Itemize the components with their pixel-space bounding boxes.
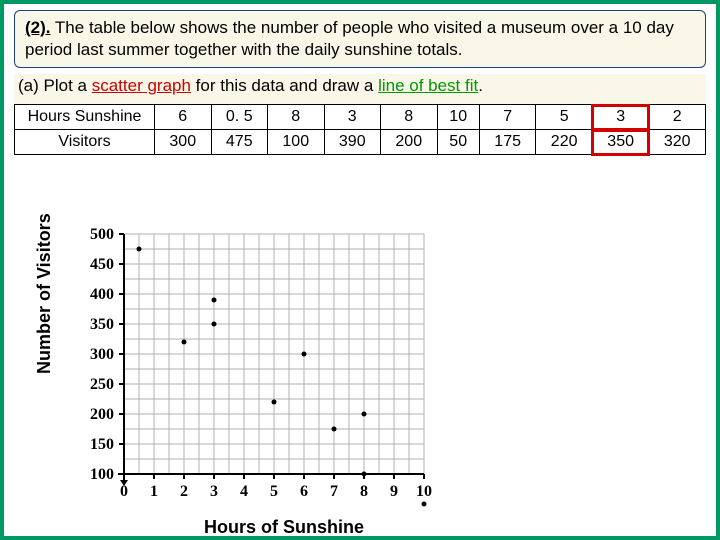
svg-text:4: 4 <box>240 483 248 500</box>
instruction-t2: for this data and draw a <box>191 76 378 95</box>
scatter-point <box>272 400 277 405</box>
svg-text:5: 5 <box>270 483 278 500</box>
svg-text:7: 7 <box>330 483 338 500</box>
table-cell: 5 <box>536 105 593 130</box>
svg-text:3: 3 <box>210 483 218 500</box>
svg-text:9: 9 <box>390 483 398 500</box>
question-box: (2). The table below shows the number of… <box>14 10 706 68</box>
line-of-best-fit-word: line of best fit <box>378 76 478 95</box>
svg-text:200: 200 <box>90 406 114 423</box>
table-cell: 475 <box>211 130 268 155</box>
table-cell: 50 <box>437 130 479 155</box>
svg-text:0: 0 <box>120 483 128 500</box>
svg-text:350: 350 <box>90 316 114 333</box>
table-cell: 7 <box>479 105 536 130</box>
question-text: The table below shows the number of peop… <box>25 18 674 59</box>
row-header-hours: Hours Sunshine <box>15 105 155 130</box>
table-cell: 300 <box>155 130 212 155</box>
table-cell: 8 <box>268 105 325 130</box>
table-cell: 220 <box>536 130 593 155</box>
table-cell: 390 <box>324 130 381 155</box>
svg-text:250: 250 <box>90 376 114 393</box>
question-prefix: (2). <box>25 18 51 37</box>
table-cell: 10 <box>437 105 479 130</box>
scatter-point <box>332 427 337 432</box>
table-cell: 2 <box>649 105 706 130</box>
svg-text:10: 10 <box>416 483 432 500</box>
instruction-t1: Plot a <box>44 76 92 95</box>
table-cell: 320 <box>649 130 706 155</box>
table-cell: 200 <box>381 130 438 155</box>
scatter-word: scatter graph <box>92 76 191 95</box>
scatter-point <box>422 502 427 507</box>
table-cell: 6 <box>155 105 212 130</box>
scatter-point <box>302 352 307 357</box>
table-cell: 8 <box>381 105 438 130</box>
scatter-point <box>182 340 187 345</box>
svg-text:400: 400 <box>90 286 114 303</box>
chart-svg: 0 1 2 3 4 5 6 7 8 9 10 100 150 200 250 300 350 400 450 500 <box>54 224 454 518</box>
instruction-line: (a) Plot a scatter graph for this data a… <box>14 74 706 104</box>
table-row: Hours Sunshine 60. 5838107532 <box>15 105 706 130</box>
scatter-point <box>137 247 142 252</box>
scatter-point <box>362 472 367 477</box>
svg-text:100: 100 <box>90 466 114 483</box>
table-row: Visitors 30047510039020050175220350320 <box>15 130 706 155</box>
x-axis-label: Hours of Sunshine <box>204 517 364 538</box>
table-cell: 3 <box>592 105 649 130</box>
svg-text:1: 1 <box>150 483 158 500</box>
instruction-t3: . <box>478 76 483 95</box>
svg-text:150: 150 <box>90 436 114 453</box>
slide-frame: (2). The table below shows the number of… <box>0 0 720 540</box>
instruction-prefix: (a) <box>18 76 39 95</box>
table-cell: 350 <box>592 130 649 155</box>
scatter-point <box>212 298 217 303</box>
table-cell: 0. 5 <box>211 105 268 130</box>
table-cell: 100 <box>268 130 325 155</box>
svg-text:450: 450 <box>90 256 114 273</box>
svg-text:300: 300 <box>90 346 114 363</box>
data-table: Hours Sunshine 60. 5838107532 Visitors 3… <box>14 104 706 155</box>
scatter-point <box>212 322 217 327</box>
svg-text:8: 8 <box>360 483 368 500</box>
svg-text:2: 2 <box>180 483 188 500</box>
table-cell: 175 <box>479 130 536 155</box>
scatter-point <box>362 412 367 417</box>
svg-text:500: 500 <box>90 226 114 243</box>
scatter-chart: Number of Visitors 012345678910100150200… <box>54 224 474 534</box>
row-header-visitors: Visitors <box>15 130 155 155</box>
table-cell: 3 <box>324 105 381 130</box>
svg-text:6: 6 <box>300 483 308 500</box>
y-axis-label: Number of Visitors <box>34 213 55 374</box>
